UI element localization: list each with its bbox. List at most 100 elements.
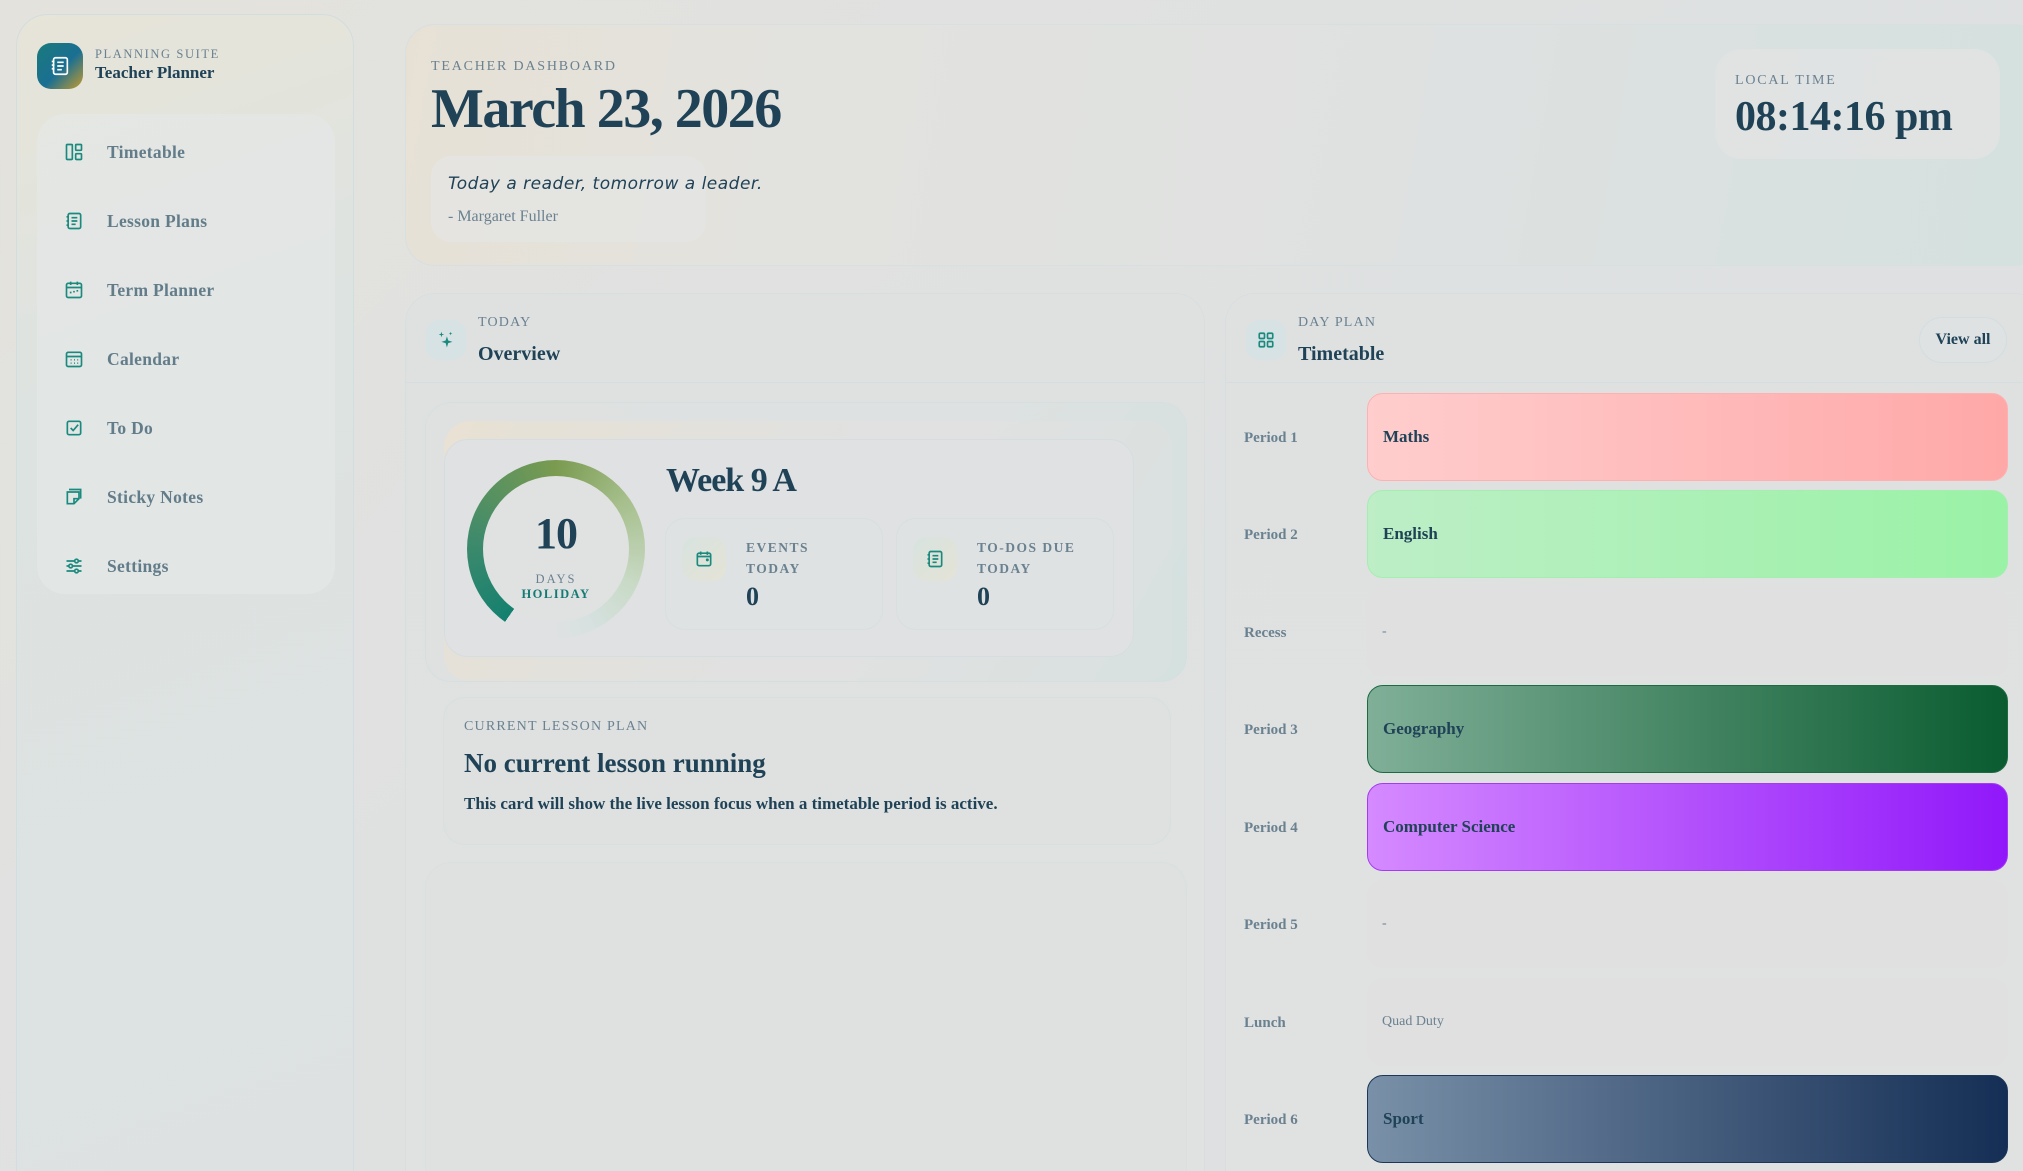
overview-header: TODAY Overview — [406, 294, 1204, 383]
local-time-card: LOCAL TIME 08:14:16 pm — [1715, 49, 2000, 159]
ring-center: 10 DAYS HOLIDAY — [483, 476, 629, 622]
period-label: Recess — [1244, 624, 1287, 641]
events-today-card[interactable]: EVENTS TODAY 0 — [665, 518, 883, 630]
stat-label: EVENTS TODAY — [746, 537, 809, 579]
sparkles-icon — [426, 320, 466, 360]
timetable-row: Period 2 English — [1226, 490, 2023, 580]
period-slot[interactable]: Sport — [1367, 1075, 2008, 1163]
period-slot[interactable]: Computer Science — [1367, 783, 2008, 871]
timetable-row: Period 1 Maths — [1226, 393, 2023, 483]
slot-note: Quad Duty — [1382, 1014, 1444, 1029]
calendar-grid-icon — [61, 346, 87, 372]
todos-due-card[interactable]: TO-DOS DUE TODAY 0 — [896, 518, 1114, 630]
period-slot[interactable]: Geography — [1367, 685, 2008, 773]
overview-title: Overview — [478, 343, 561, 365]
countdown-unit: DAYS — [535, 572, 577, 586]
slot-note: - — [1382, 624, 1387, 639]
period-slot[interactable]: English — [1367, 490, 2008, 578]
calendar-range-icon — [61, 277, 87, 303]
sidebar-item-timetable[interactable]: Timetable — [37, 124, 335, 180]
app-logo[interactable] — [37, 43, 83, 89]
sidebar-item-label: Term Planner — [107, 279, 215, 300]
header-kicker: TEACHER DASHBOARD — [431, 59, 617, 74]
stat-label-line2: TODAY — [746, 561, 801, 576]
period-label: Period 2 — [1244, 526, 1298, 543]
overview-lower-card — [425, 862, 1187, 1171]
period-label: Lunch — [1244, 1014, 1286, 1031]
stat-label-line2: TODAY — [977, 561, 1032, 576]
sidebar-item-label: To Do — [107, 417, 154, 438]
timetable-panel: DAY PLAN Timetable View all Period 1 Mat… — [1225, 293, 2023, 1171]
sliders-icon — [61, 553, 87, 579]
quote-text: Today a reader, tomorrow a leader. — [448, 174, 763, 194]
period-label: Period 4 — [1244, 819, 1298, 836]
sticky-note-icon — [61, 484, 87, 510]
period-label: Period 1 — [1244, 429, 1298, 446]
local-time-label: LOCAL TIME — [1735, 73, 1837, 88]
stat-value: 0 — [746, 582, 759, 611]
sidebar-item-sticky-notes[interactable]: Sticky Notes — [37, 469, 335, 525]
sidebar-item-label: Sticky Notes — [107, 486, 204, 507]
week-summary-inner: 10 DAYS HOLIDAY Week 9 A EVENTS TODAY 0 — [444, 439, 1134, 657]
period-label: Period 6 — [1244, 1111, 1298, 1128]
quote-author: - Margaret Fuller — [448, 208, 558, 225]
timetable-row: Lunch Quad Duty — [1226, 978, 2023, 1068]
stat-label-line1: EVENTS — [746, 540, 810, 555]
lesson-title: No current lesson running — [464, 748, 766, 778]
timetable-kicker: DAY PLAN — [1298, 315, 1377, 330]
view-all-button[interactable]: View all — [1919, 317, 2007, 363]
period-slot[interactable]: - — [1367, 588, 2008, 676]
lesson-kicker: CURRENT LESSON PLAN — [464, 719, 649, 734]
period-slot[interactable]: Maths — [1367, 393, 2008, 481]
notebook-icon — [51, 56, 69, 76]
countdown-label: HOLIDAY — [521, 587, 591, 601]
timetable-title: Timetable — [1298, 343, 1385, 365]
sidebar-item-calendar[interactable]: Calendar — [37, 331, 335, 387]
notebook-icon — [913, 537, 957, 581]
timetable-row: Period 4 Computer Science — [1226, 783, 2023, 873]
stat-label-line1: TO-DOS DUE — [977, 540, 1076, 555]
brand-subtitle: PLANNING SUITE — [95, 47, 220, 61]
lesson-description: This card will show the live lesson focu… — [464, 794, 998, 813]
local-time-value: 08:14:16 pm — [1735, 94, 1953, 140]
timetable-row: Period 3 Geography — [1226, 685, 2023, 775]
dashboard-header: TEACHER DASHBOARD March 23, 2026 Today a… — [405, 24, 2023, 266]
page-title: March 23, 2026 — [431, 78, 782, 140]
timetable-row: Period 6 Sport — [1226, 1075, 2023, 1165]
current-lesson-card: CURRENT LESSON PLAN No current lesson ru… — [443, 697, 1171, 845]
week-label: Week 9 A — [666, 462, 797, 499]
period-label: Period 5 — [1244, 916, 1298, 933]
slot-note: - — [1382, 916, 1387, 931]
stat-label: TO-DOS DUE TODAY — [977, 537, 1075, 579]
overview-kicker: TODAY — [478, 315, 532, 330]
sidebar-item-label: Settings — [107, 555, 169, 576]
calendar-icon — [682, 537, 726, 581]
sidebar-item-label: Timetable — [107, 141, 186, 162]
sidebar: PLANNING SUITE Teacher Planner Timetable… — [16, 14, 354, 1171]
quote-card: Today a reader, tomorrow a leader. - Mar… — [431, 156, 762, 242]
subject-name: Geography — [1383, 719, 1465, 738]
holiday-countdown-ring: 10 DAYS HOLIDAY — [467, 460, 645, 638]
layout-grid-icon — [61, 139, 87, 165]
week-summary-card: 10 DAYS HOLIDAY Week 9 A EVENTS TODAY 0 — [425, 402, 1187, 682]
notebook-icon — [61, 208, 87, 234]
sidebar-item-label: Lesson Plans — [107, 210, 208, 231]
period-label: Period 3 — [1244, 721, 1298, 738]
timetable-header: DAY PLAN Timetable View all — [1226, 294, 2023, 383]
checkbox-icon — [61, 415, 87, 441]
subject-name: Computer Science — [1383, 817, 1516, 836]
subject-name: Maths — [1383, 427, 1430, 446]
sidebar-item-term-planner[interactable]: Term Planner — [37, 262, 335, 318]
countdown-value: 10 — [535, 509, 578, 558]
sidebar-item-to-do[interactable]: To Do — [37, 400, 335, 456]
period-slot[interactable]: - — [1367, 880, 2008, 968]
overview-panel: TODAY Overview 10 DAYS HOLIDAY Week 9 A … — [405, 293, 1205, 1171]
timetable-row: Recess - — [1226, 588, 2023, 678]
sidebar-item-lesson-plans[interactable]: Lesson Plans — [37, 193, 335, 249]
sidebar-item-settings[interactable]: Settings — [37, 538, 335, 594]
sidebar-nav: Timetable Lesson Plans Term Planner Cale… — [37, 114, 335, 594]
timetable-row: Period 5 - — [1226, 880, 2023, 970]
subject-name: Sport — [1383, 1109, 1424, 1128]
period-slot[interactable]: Quad Duty — [1367, 978, 2008, 1066]
grid-icon — [1246, 320, 1286, 360]
